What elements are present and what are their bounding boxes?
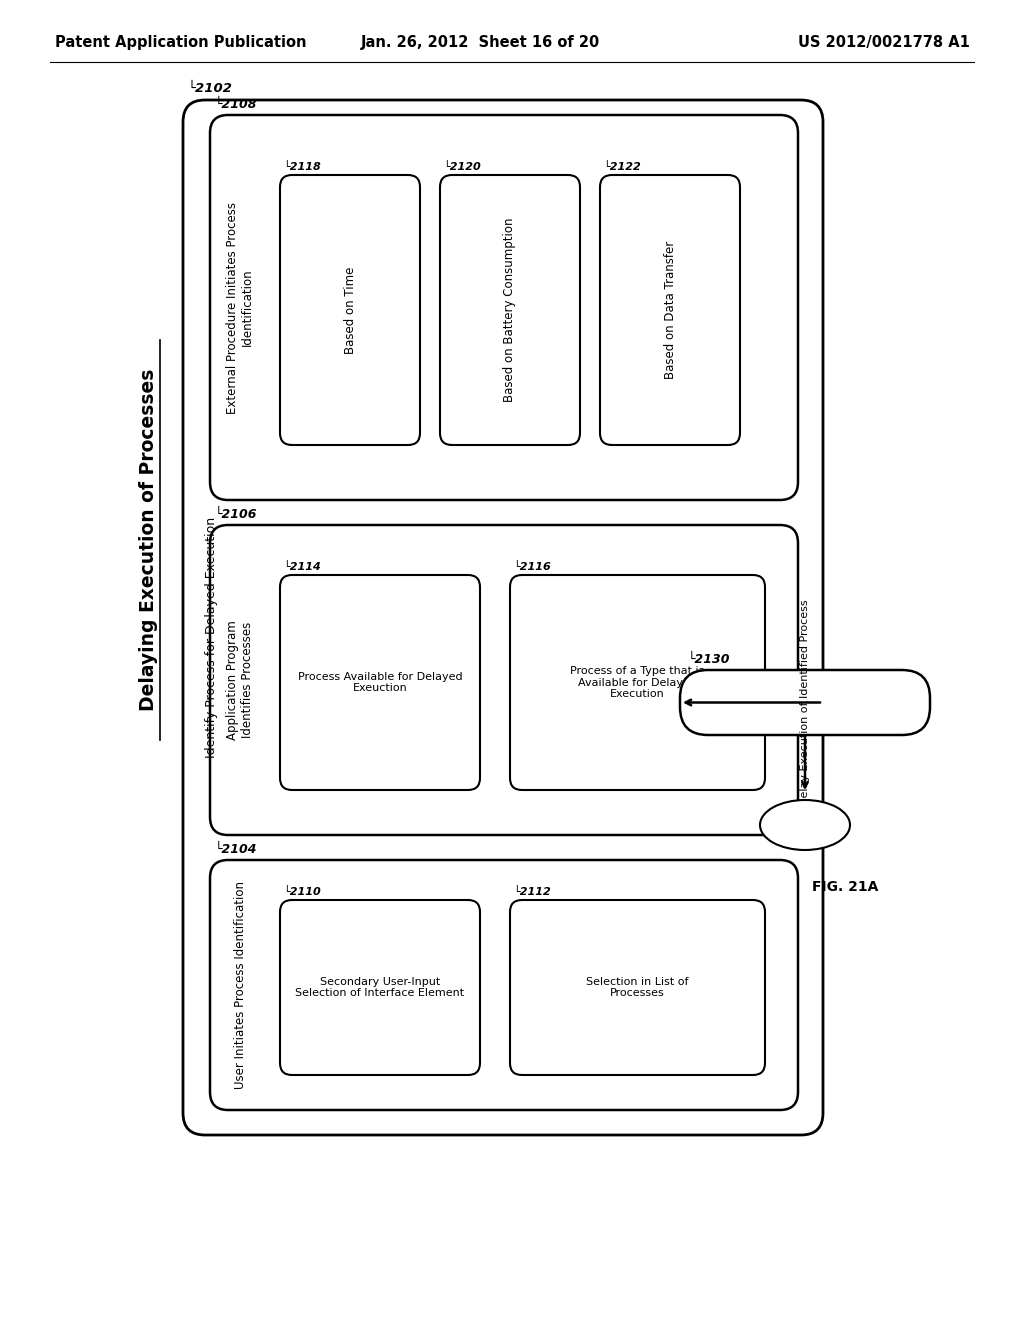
Text: └2112: └2112 bbox=[513, 887, 551, 898]
Text: Based on Time: Based on Time bbox=[343, 267, 356, 354]
Text: └2130: └2130 bbox=[688, 653, 730, 667]
Text: Delay Execution of Identified Process: Delay Execution of Identified Process bbox=[800, 599, 810, 805]
Text: Application Program
Identifies Processes: Application Program Identifies Processes bbox=[226, 620, 254, 741]
Text: US 2012/0021778 A1: US 2012/0021778 A1 bbox=[798, 36, 970, 50]
FancyBboxPatch shape bbox=[183, 100, 823, 1135]
Text: Selection in List of
Processes: Selection in List of Processes bbox=[587, 977, 689, 998]
Text: └2122: └2122 bbox=[603, 162, 641, 172]
FancyBboxPatch shape bbox=[280, 576, 480, 789]
Text: └2104: └2104 bbox=[215, 843, 257, 855]
Text: Jan. 26, 2012  Sheet 16 of 20: Jan. 26, 2012 Sheet 16 of 20 bbox=[360, 36, 600, 50]
Text: └2116: └2116 bbox=[513, 562, 551, 572]
FancyBboxPatch shape bbox=[280, 900, 480, 1074]
FancyBboxPatch shape bbox=[440, 176, 580, 445]
Text: Process Available for Delayed
Exeuction: Process Available for Delayed Exeuction bbox=[298, 672, 462, 693]
Text: External Procedure Initiates Process
Identification: External Procedure Initiates Process Ide… bbox=[226, 202, 254, 413]
FancyBboxPatch shape bbox=[210, 525, 798, 836]
Text: FIG. 21A: FIG. 21A bbox=[812, 880, 879, 894]
Text: Secondary User-Input
Selection of Interface Element: Secondary User-Input Selection of Interf… bbox=[296, 977, 465, 998]
Text: └2120: └2120 bbox=[443, 162, 480, 172]
FancyBboxPatch shape bbox=[210, 861, 798, 1110]
Text: Delaying Execution of Processes: Delaying Execution of Processes bbox=[138, 368, 158, 711]
Text: Based on Data Transfer: Based on Data Transfer bbox=[664, 240, 677, 379]
FancyBboxPatch shape bbox=[280, 176, 420, 445]
Text: └2106: └2106 bbox=[215, 508, 257, 521]
FancyBboxPatch shape bbox=[600, 176, 740, 445]
Text: FIG. 21B: FIG. 21B bbox=[777, 818, 834, 832]
FancyBboxPatch shape bbox=[510, 576, 765, 789]
FancyBboxPatch shape bbox=[680, 671, 930, 735]
FancyBboxPatch shape bbox=[210, 115, 798, 500]
FancyBboxPatch shape bbox=[510, 900, 765, 1074]
Text: └2114: └2114 bbox=[283, 562, 321, 572]
Text: └2108: └2108 bbox=[215, 98, 257, 111]
Text: └2118: └2118 bbox=[283, 162, 321, 172]
Text: User Initiates Process Identification: User Initiates Process Identification bbox=[233, 880, 247, 1089]
Text: └2110: └2110 bbox=[283, 887, 321, 898]
Text: Patent Application Publication: Patent Application Publication bbox=[55, 36, 306, 50]
Text: Identify Process for Delayed Execution: Identify Process for Delayed Execution bbox=[205, 517, 217, 758]
Ellipse shape bbox=[760, 800, 850, 850]
Text: Based on Battery Consumption: Based on Battery Consumption bbox=[504, 218, 516, 403]
Text: Process of a Type that is
Available for Delayed
Execution: Process of a Type that is Available for … bbox=[570, 665, 705, 700]
Text: └2102: └2102 bbox=[188, 82, 233, 95]
